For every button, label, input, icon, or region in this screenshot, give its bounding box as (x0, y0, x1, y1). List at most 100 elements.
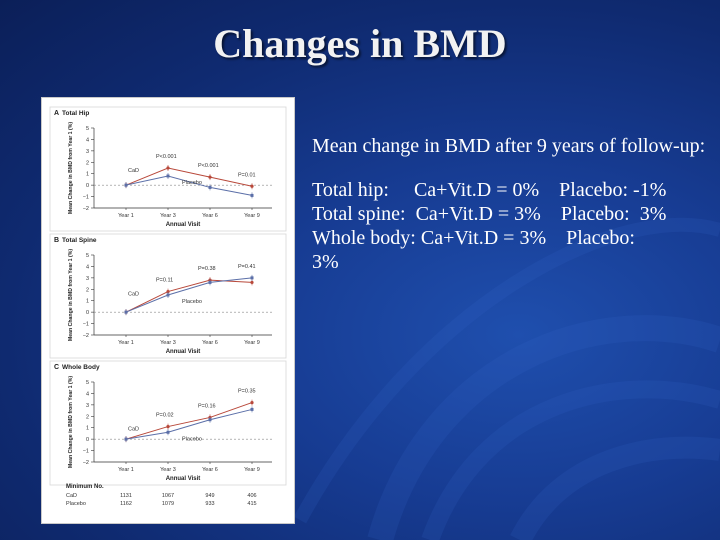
p-value-annotation: P<0.001 (156, 154, 177, 160)
series-label: Placebo (182, 436, 202, 442)
series-label: CaD (128, 168, 139, 174)
data-point-cad (166, 166, 170, 170)
y-tick-label: 1 (86, 426, 89, 432)
panel-frame (49, 233, 287, 359)
series-label: Placebo (182, 180, 202, 186)
series-line-placebo (125, 408, 253, 440)
data-point-placebo (166, 293, 170, 297)
p-value-annotation: P=0.16 (198, 403, 216, 409)
result-placebo: Placebo: -1% (559, 179, 667, 201)
x-axis-label: Annual Visit (166, 476, 201, 482)
data-point-placebo (124, 437, 128, 441)
data-point-placebo (166, 430, 170, 434)
series-line-placebo (125, 277, 253, 313)
results-text: Mean change in BMD after 9 years of foll… (312, 134, 712, 274)
x-tick-label: Year 6 (202, 213, 218, 219)
table-cell: 415 (247, 501, 256, 507)
table-row-label: Placebo (66, 501, 86, 507)
table-cell: 406 (247, 493, 256, 499)
result-site: Total hip: (312, 179, 389, 201)
result-site: Total spine: (312, 203, 406, 225)
table-cell: 933 (205, 501, 214, 507)
result-treatment: Ca+Vit.D = 3% (415, 203, 541, 225)
panel-title: Whole Body (62, 364, 100, 371)
p-value-annotation: P=0.41 (238, 264, 256, 270)
y-tick-label: 5 (86, 380, 89, 386)
result-row-hip: Total hip: Ca+Vit.D = 0% Placebo: -1% (312, 178, 712, 202)
data-point-placebo (166, 174, 170, 178)
y-tick-label: 2 (86, 160, 89, 166)
table-header: Minimum No. (66, 484, 104, 490)
x-axis-label: Annual Visit (166, 222, 201, 228)
table-cell: 1131 (120, 493, 132, 499)
panel-label: B (54, 237, 59, 244)
description-text: Mean change in BMD after 9 years of foll… (312, 135, 706, 157)
series-line-cad (125, 279, 253, 313)
table-cell: 949 (205, 493, 214, 499)
x-tick-label: Year 6 (202, 340, 218, 346)
x-tick-label: Year 9 (244, 467, 260, 473)
y-tick-label: 2 (86, 287, 89, 293)
result-row-spine: Total spine: Ca+Vit.D = 3% Placebo: 3% (312, 202, 712, 226)
y-tick-label: 0 (86, 183, 89, 189)
panel-frame (49, 360, 287, 486)
data-point-placebo (208, 185, 212, 189)
table-cell: 1162 (120, 501, 132, 507)
data-point-placebo (208, 280, 212, 284)
x-tick-label: Year 6 (202, 467, 218, 473)
series-label: Placebo (182, 299, 202, 305)
result-placebo: Placebo: (566, 227, 635, 249)
p-value-annotation: P=0.38 (198, 266, 216, 272)
y-tick-label: −1 (83, 449, 89, 455)
y-tick-label: 3 (86, 276, 89, 282)
y-tick-label: −1 (83, 322, 89, 328)
x-tick-label: Year 3 (160, 467, 176, 473)
data-point-placebo (124, 310, 128, 314)
y-tick-label: −2 (83, 206, 89, 212)
x-tick-label: Year 9 (244, 213, 260, 219)
data-point-cad (250, 400, 254, 405)
data-point-cad (166, 289, 170, 294)
data-point-placebo (250, 193, 254, 197)
p-value-annotation: P<0.001 (198, 163, 219, 169)
series-line-cad (125, 167, 253, 187)
x-tick-label: Year 3 (160, 213, 176, 219)
result-placebo: Placebo: 3% (560, 203, 667, 225)
table-row-label: CaD (66, 493, 77, 499)
y-tick-label: 0 (86, 310, 89, 316)
result-treatment: Ca+Vit.D = 3% (420, 227, 547, 249)
y-tick-label: −2 (83, 460, 89, 466)
panel-label: C (54, 364, 59, 371)
data-point-cad (166, 424, 170, 429)
x-tick-label: Year 1 (118, 213, 134, 219)
data-point-placebo (250, 276, 254, 280)
p-value-annotation: P=0.02 (156, 413, 174, 419)
data-point-cad (250, 280, 254, 285)
y-axis-label: Mean Change in BMD from Year 1 (%) (68, 249, 74, 341)
y-tick-label: 4 (86, 137, 89, 143)
y-axis-label: Mean Change in BMD from Year 1 (%) (68, 376, 74, 468)
table-cell: 1079 (162, 501, 174, 507)
y-tick-label: 1 (86, 172, 89, 178)
y-tick-label: 5 (86, 126, 89, 132)
result-treatment: Ca+Vit.D = 0% (413, 179, 540, 201)
y-tick-label: 5 (86, 253, 89, 259)
series-line-cad (125, 402, 253, 440)
result-row-body: Whole body: Ca+Vit.D = 3% Placebo: (312, 226, 712, 250)
y-tick-label: 0 (86, 437, 89, 443)
data-point-cad (250, 184, 254, 188)
series-label: CaD (128, 292, 139, 298)
data-point-placebo (208, 418, 212, 422)
y-tick-label: −2 (83, 333, 89, 339)
x-tick-label: Year 3 (160, 340, 176, 346)
panel-title: Total Hip (62, 110, 89, 117)
y-axis-label: Mean Change in BMD from Year 1 (%) (68, 122, 74, 214)
data-point-placebo (250, 407, 254, 411)
bmd-figure: A Total Hip 5 4 3 2 1 0 −1 −2 Year 1 Year 3 Year 6 Ye… (42, 98, 294, 523)
y-tick-label: 2 (86, 414, 89, 420)
bmd-figure-svg: A Total Hip 5 4 3 2 1 0 −1 −2 Year 1 Year 3 Year 6 Ye… (49, 106, 287, 507)
series-line-placebo (125, 175, 253, 196)
y-tick-label: 1 (86, 299, 89, 305)
series-label: CaD (128, 427, 139, 433)
x-tick-label: Year 1 (118, 467, 134, 473)
